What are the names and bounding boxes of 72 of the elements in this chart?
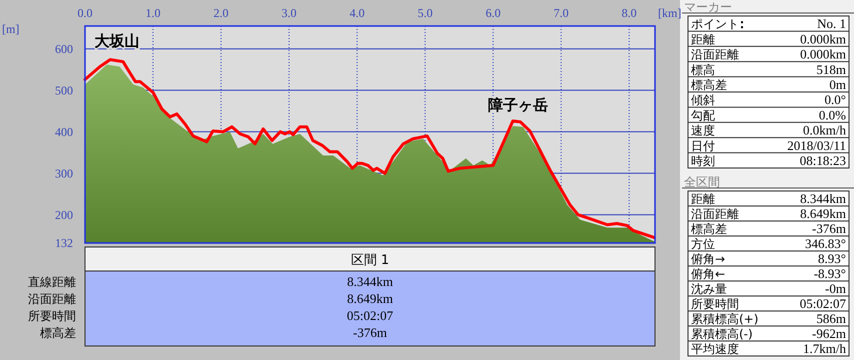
category-label: ポイント [691, 17, 739, 32]
text: 346.83° [805, 236, 846, 251]
category-label: 累積標高(-) [691, 327, 753, 341]
category-label: 標高差 [691, 78, 727, 92]
text: 05:02:07 [346, 308, 394, 323]
text: 0.000km [800, 31, 846, 46]
text: 2018/03/11 [787, 138, 846, 153]
y-axis-title: [m] [2, 22, 20, 36]
category-label: 直線距離 [28, 275, 76, 289]
text: No. 1 [817, 16, 846, 32]
text: -962m [812, 326, 846, 341]
x-tick-label: 6.0 [486, 6, 501, 20]
text: 8.93° [818, 251, 846, 266]
text: 8.344km [800, 191, 846, 206]
y-tick-label: 300 [55, 166, 73, 180]
x-tick-label: 1.0 [146, 6, 161, 20]
y-tick-label: 500 [55, 83, 73, 98]
text: 08:18:23 [800, 153, 846, 168]
category-label: 所要時間 [28, 309, 76, 323]
text: 586m [816, 311, 846, 326]
category-label: 沈み量 [691, 282, 727, 296]
category-label: 日付 [691, 138, 715, 153]
category-label: 勾配 [691, 108, 715, 122]
category-label: 距離 [691, 32, 715, 46]
category-label: 標高差 [40, 326, 76, 340]
x-tick-label: 3.0 [282, 6, 297, 20]
annotation: 障子ヶ岳 [488, 96, 548, 114]
x-tick-label: 2.0 [214, 6, 229, 20]
category-label: 距離 [691, 192, 715, 206]
category-label: 沿面距離 [28, 292, 76, 306]
text: 0.0° [824, 92, 846, 108]
category-label: 俯角← [691, 267, 726, 281]
x-axis-title: [km] [658, 6, 682, 20]
text: 0m [829, 77, 846, 92]
category-label: 標高差 [691, 222, 727, 236]
text: 0.0% [818, 107, 846, 122]
text: -376m [353, 325, 387, 340]
y-tick-label: 600 [55, 42, 73, 56]
category-label: 時刻 [691, 154, 715, 168]
category-label: 平均速度 [691, 342, 739, 356]
y-tick-label: 200 [55, 208, 73, 222]
category-label: 累積標高(+) [691, 312, 758, 326]
text: 1.7km/h [803, 341, 846, 356]
annotation: 大坂山 [94, 32, 140, 50]
x-tick-label: 4.0 [350, 6, 365, 20]
x-tick-label: 5.0 [418, 6, 433, 20]
text: 0.000km [800, 46, 846, 62]
text: 区間 1 [350, 253, 390, 268]
x-tick-label: 7.0 [554, 6, 569, 20]
text: 518m [816, 62, 846, 77]
y-tick-label: 400 [55, 124, 73, 139]
text: -376m [812, 221, 846, 236]
y-tick-label: 132 [55, 236, 73, 250]
text: 0.0km/h [803, 122, 846, 138]
text: -0m [825, 281, 846, 296]
category-label: 標高 [691, 62, 715, 77]
category-label: 方位 [691, 237, 715, 251]
text: -8.93° [814, 266, 846, 281]
category-label: 所要時間 [691, 297, 739, 311]
text: 8.649km [347, 291, 393, 306]
x-tick-label: 0.0 [78, 6, 92, 20]
text: マーカー [684, 0, 732, 14]
category-label: 俯角→ [691, 252, 726, 266]
category-label: 沿面距離 [691, 207, 739, 221]
category-label: 沿面距離 [691, 48, 739, 62]
category-label: 速度 [691, 124, 715, 138]
text: 全区間 [684, 175, 720, 189]
text: 8.649km [800, 206, 846, 221]
text: 8.344km [347, 274, 393, 289]
category-label: 傾斜 [691, 93, 715, 108]
text: 05:02:07 [800, 296, 846, 311]
x-tick-label: 8.0 [622, 6, 637, 20]
